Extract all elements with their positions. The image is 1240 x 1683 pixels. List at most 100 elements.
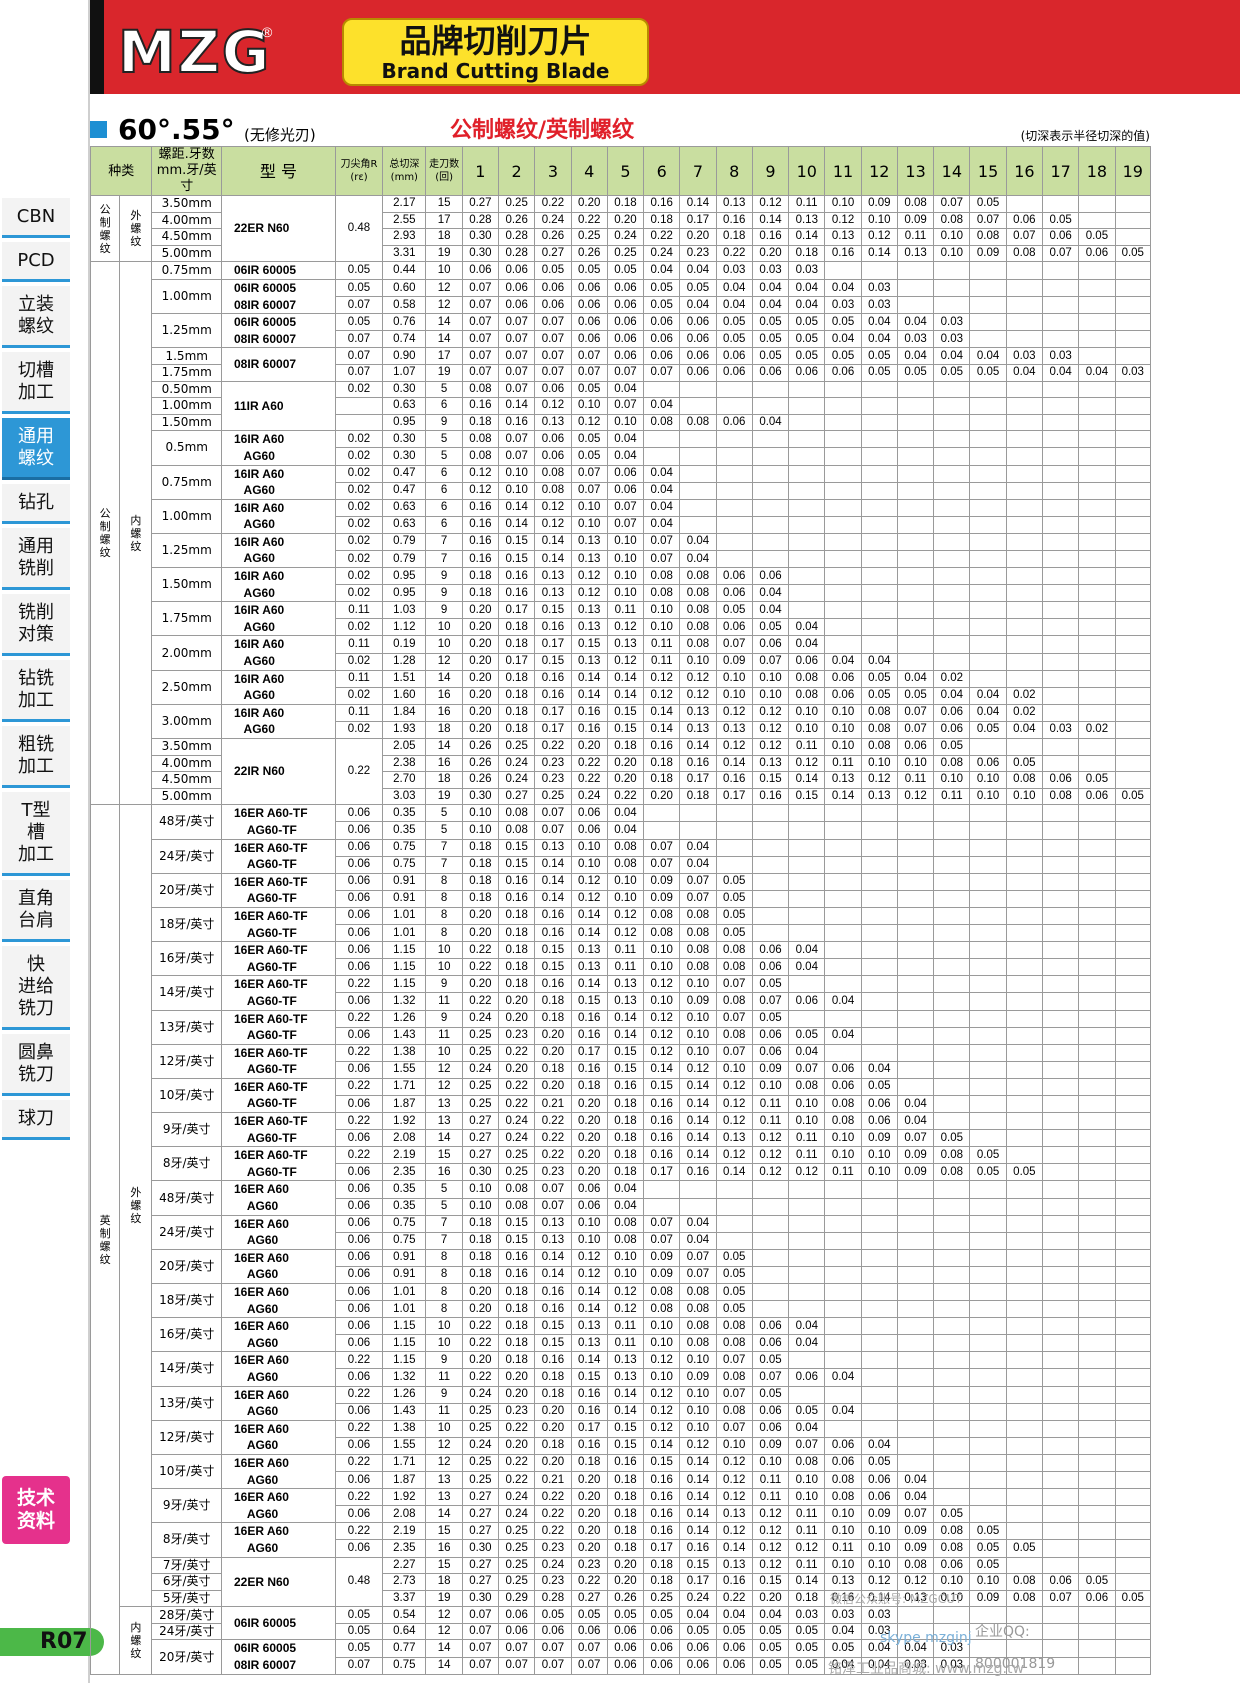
pass-depth-cell <box>1078 1129 1116 1148</box>
pass-depth-cell <box>788 430 826 449</box>
pass-depth-cell: 0.20 <box>570 1094 608 1114</box>
pass-depth-cell: 0.10 <box>824 720 862 740</box>
pass-depth-cell: 0.04 <box>896 1094 935 1114</box>
pass-depth-cell: 0.12 <box>643 1026 681 1045</box>
pass-depth-cell <box>1078 1368 1116 1387</box>
header-pass-8: 8 <box>715 146 753 196</box>
pass-depth-cell: 0.18 <box>606 1522 645 1541</box>
pass-depth-cell <box>969 1402 1007 1421</box>
nav-item[interactable]: 立装 螺纹 <box>2 286 70 348</box>
pass-depth-cell: 0.09 <box>860 1505 898 1524</box>
pass-depth-cell: 0.12 <box>606 652 645 671</box>
nav-item[interactable]: 直角 台肩 <box>2 880 70 942</box>
pass-depth-cell <box>933 1009 971 1028</box>
pass-depth-cell <box>824 1231 862 1250</box>
pass-depth-cell <box>1078 278 1116 298</box>
pass-depth-cell: 0.10 <box>461 1180 500 1199</box>
pass-depth-cell: 0.15 <box>570 635 608 654</box>
pass-depth-cell: 0.12 <box>896 1573 935 1591</box>
pass-depth-cell <box>1041 481 1080 500</box>
pass-depth-cell: 0.03 <box>1041 347 1080 365</box>
pass-depth-cell: 0.10 <box>933 244 971 263</box>
header-pass-12: 12 <box>860 146 898 196</box>
pass-depth-cell <box>933 855 971 874</box>
nav-item[interactable]: 通用 螺纹 <box>2 418 70 480</box>
pass-depth-cell: 0.05 <box>570 447 608 466</box>
pass-depth-cell: 0.12 <box>751 1539 790 1558</box>
shop-url[interactable]: 铭泽工业品商城: www.mzg.tw <box>828 1661 1024 1677</box>
pass-depth-cell <box>860 941 898 960</box>
pass-depth-cell <box>1005 1505 1044 1524</box>
pass-depth-cell <box>824 1419 862 1438</box>
pitch-cell: 0.75mm <box>151 261 222 280</box>
pass-depth-cell <box>1114 1317 1152 1336</box>
nav-item[interactable]: 钻铣 加工 <box>2 660 70 722</box>
pass-depth-cell: 0.07 <box>461 296 500 315</box>
nav-item[interactable]: PCD <box>2 242 70 282</box>
pass-depth-cell: 0.04 <box>715 278 753 298</box>
nav-item[interactable]: 通用 铣削 <box>2 528 70 590</box>
pass-depth-cell <box>751 481 790 500</box>
table-row: 20牙/英寸 16ER A60-TF AG60-TF 0.06 0.91 8 0.18 0.… <box>91 872 1152 908</box>
pass-depth-cell <box>1005 1488 1044 1507</box>
nav-item[interactable]: 钻孔 <box>2 484 70 524</box>
pass-depth-cell <box>896 1282 935 1302</box>
nav-item[interactable]: 粗铣 加工 <box>2 726 70 788</box>
nav-item[interactable]: 铣削 对策 <box>2 594 70 656</box>
pass-depth-cell <box>969 413 1007 432</box>
pass-depth-cell: 0.06 <box>498 1622 536 1641</box>
pass-depth-cell: 0.05 <box>751 313 790 332</box>
pass-depth-cell: 0.05 <box>788 1402 826 1421</box>
pass-depth-cell <box>1114 838 1152 857</box>
pass-depth-cell <box>1078 261 1116 280</box>
pass-depth-cell: 0.08 <box>788 669 826 688</box>
pass-depth-cell: 0.04 <box>824 652 862 671</box>
pass-depth-cell <box>1041 498 1080 517</box>
nav-tech-data[interactable]: 技术 资料 <box>2 1476 70 1544</box>
brand-title-en: Brand Cutting Blade <box>381 59 610 83</box>
pass-depth-cell: 0.06 <box>570 1197 608 1216</box>
pass-depth-cell <box>860 584 898 603</box>
nav-item[interactable]: CBN <box>2 198 70 238</box>
pass-depth-cell: 0.13 <box>606 635 645 654</box>
pass-depth-cell: 0.25 <box>461 1453 500 1473</box>
pass-depth-cell <box>1078 347 1116 365</box>
pass-depth-cell <box>1114 1334 1152 1353</box>
pass-depth-cell <box>860 601 898 620</box>
nav-item[interactable]: 快 进给 铣刀 <box>2 946 70 1030</box>
radius-cell: 0.05 <box>334 1606 384 1624</box>
pass-depth-cell: 0.05 <box>570 380 608 399</box>
pass-depth-cell: 0.22 <box>461 992 500 1011</box>
pass-depth-cell: 0.17 <box>679 1573 717 1591</box>
pass-depth-cell <box>969 601 1007 620</box>
pass-depth-cell <box>1114 347 1152 365</box>
depth-cell: 2.70 <box>382 771 427 789</box>
depth-cell: 0.95 <box>382 413 427 432</box>
depth-cell: 2.35 <box>382 1539 427 1558</box>
pass-depth-cell: 0.18 <box>570 1453 608 1473</box>
pass-depth-cell: 0.05 <box>1114 244 1152 263</box>
nav-item[interactable]: 球刀 <box>2 1100 70 1140</box>
pass-depth-cell <box>969 1385 1007 1404</box>
nav-item[interactable]: 切槽 加工 <box>2 352 70 414</box>
pass-depth-cell: 0.22 <box>606 787 645 806</box>
pass-depth-cell: 0.05 <box>570 430 608 449</box>
pass-depth-cell: 0.02 <box>933 669 971 688</box>
table-row: 0.06 1.01 8 0.20 0.18 0.16 0.14 0.12 0.08 0.08 0.0… <box>91 924 1152 943</box>
depth-cell: 0.35 <box>382 1180 427 1199</box>
pass-depth-cell: 0.10 <box>643 941 681 960</box>
model-cell: 16IR A60 AG60 <box>220 635 336 671</box>
nav-item[interactable]: T型 槽 加工 <box>2 792 70 876</box>
pass-depth-cell: 0.12 <box>679 1060 717 1079</box>
pass-depth-cell <box>1041 992 1080 1011</box>
pass-depth-cell <box>824 430 862 449</box>
nav-item[interactable]: 圆鼻 铣刀 <box>2 1034 70 1096</box>
pass-depth-cell: 0.11 <box>606 941 645 960</box>
pass-depth-cell: 0.25 <box>498 1556 536 1575</box>
passes-cell: 5 <box>425 1180 463 1199</box>
radius-cell: 0.06 <box>334 1094 384 1114</box>
pass-depth-cell: 0.11 <box>788 1556 826 1575</box>
pass-depth-cell: 0.06 <box>679 1656 717 1675</box>
pass-depth-cell: 0.03 <box>715 261 753 280</box>
pass-depth-cell: 0.07 <box>498 347 536 365</box>
